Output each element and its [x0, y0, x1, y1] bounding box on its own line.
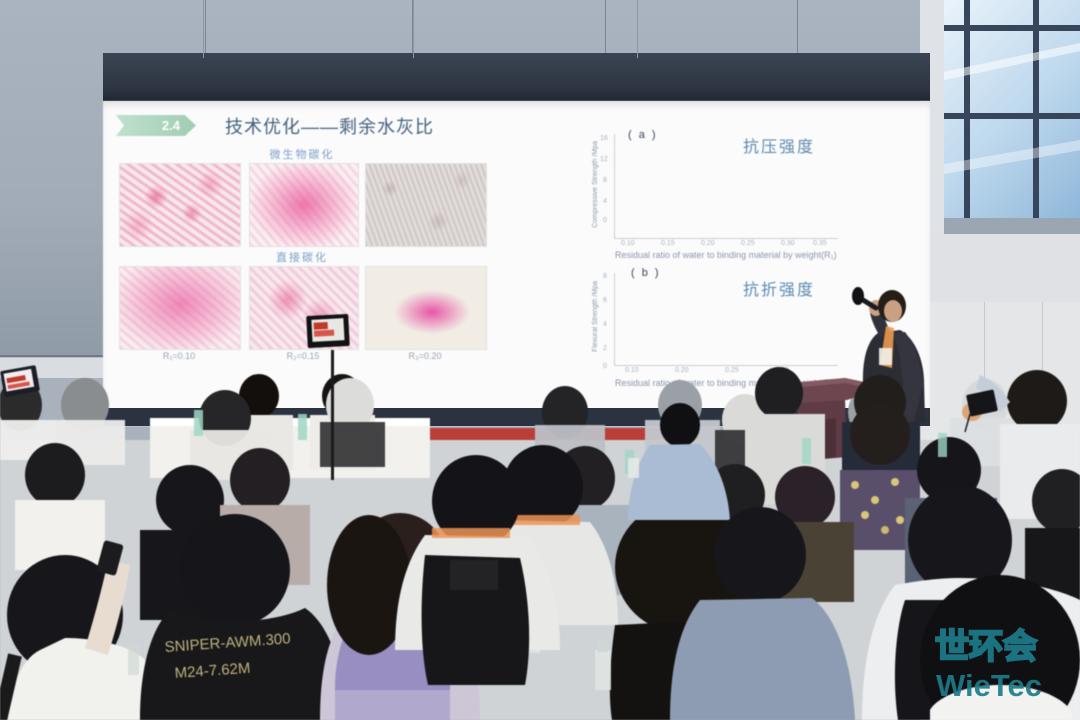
svg-text:WieTec: WieTec [936, 668, 1042, 703]
svg-text:世环会: 世环会 [935, 628, 1037, 666]
